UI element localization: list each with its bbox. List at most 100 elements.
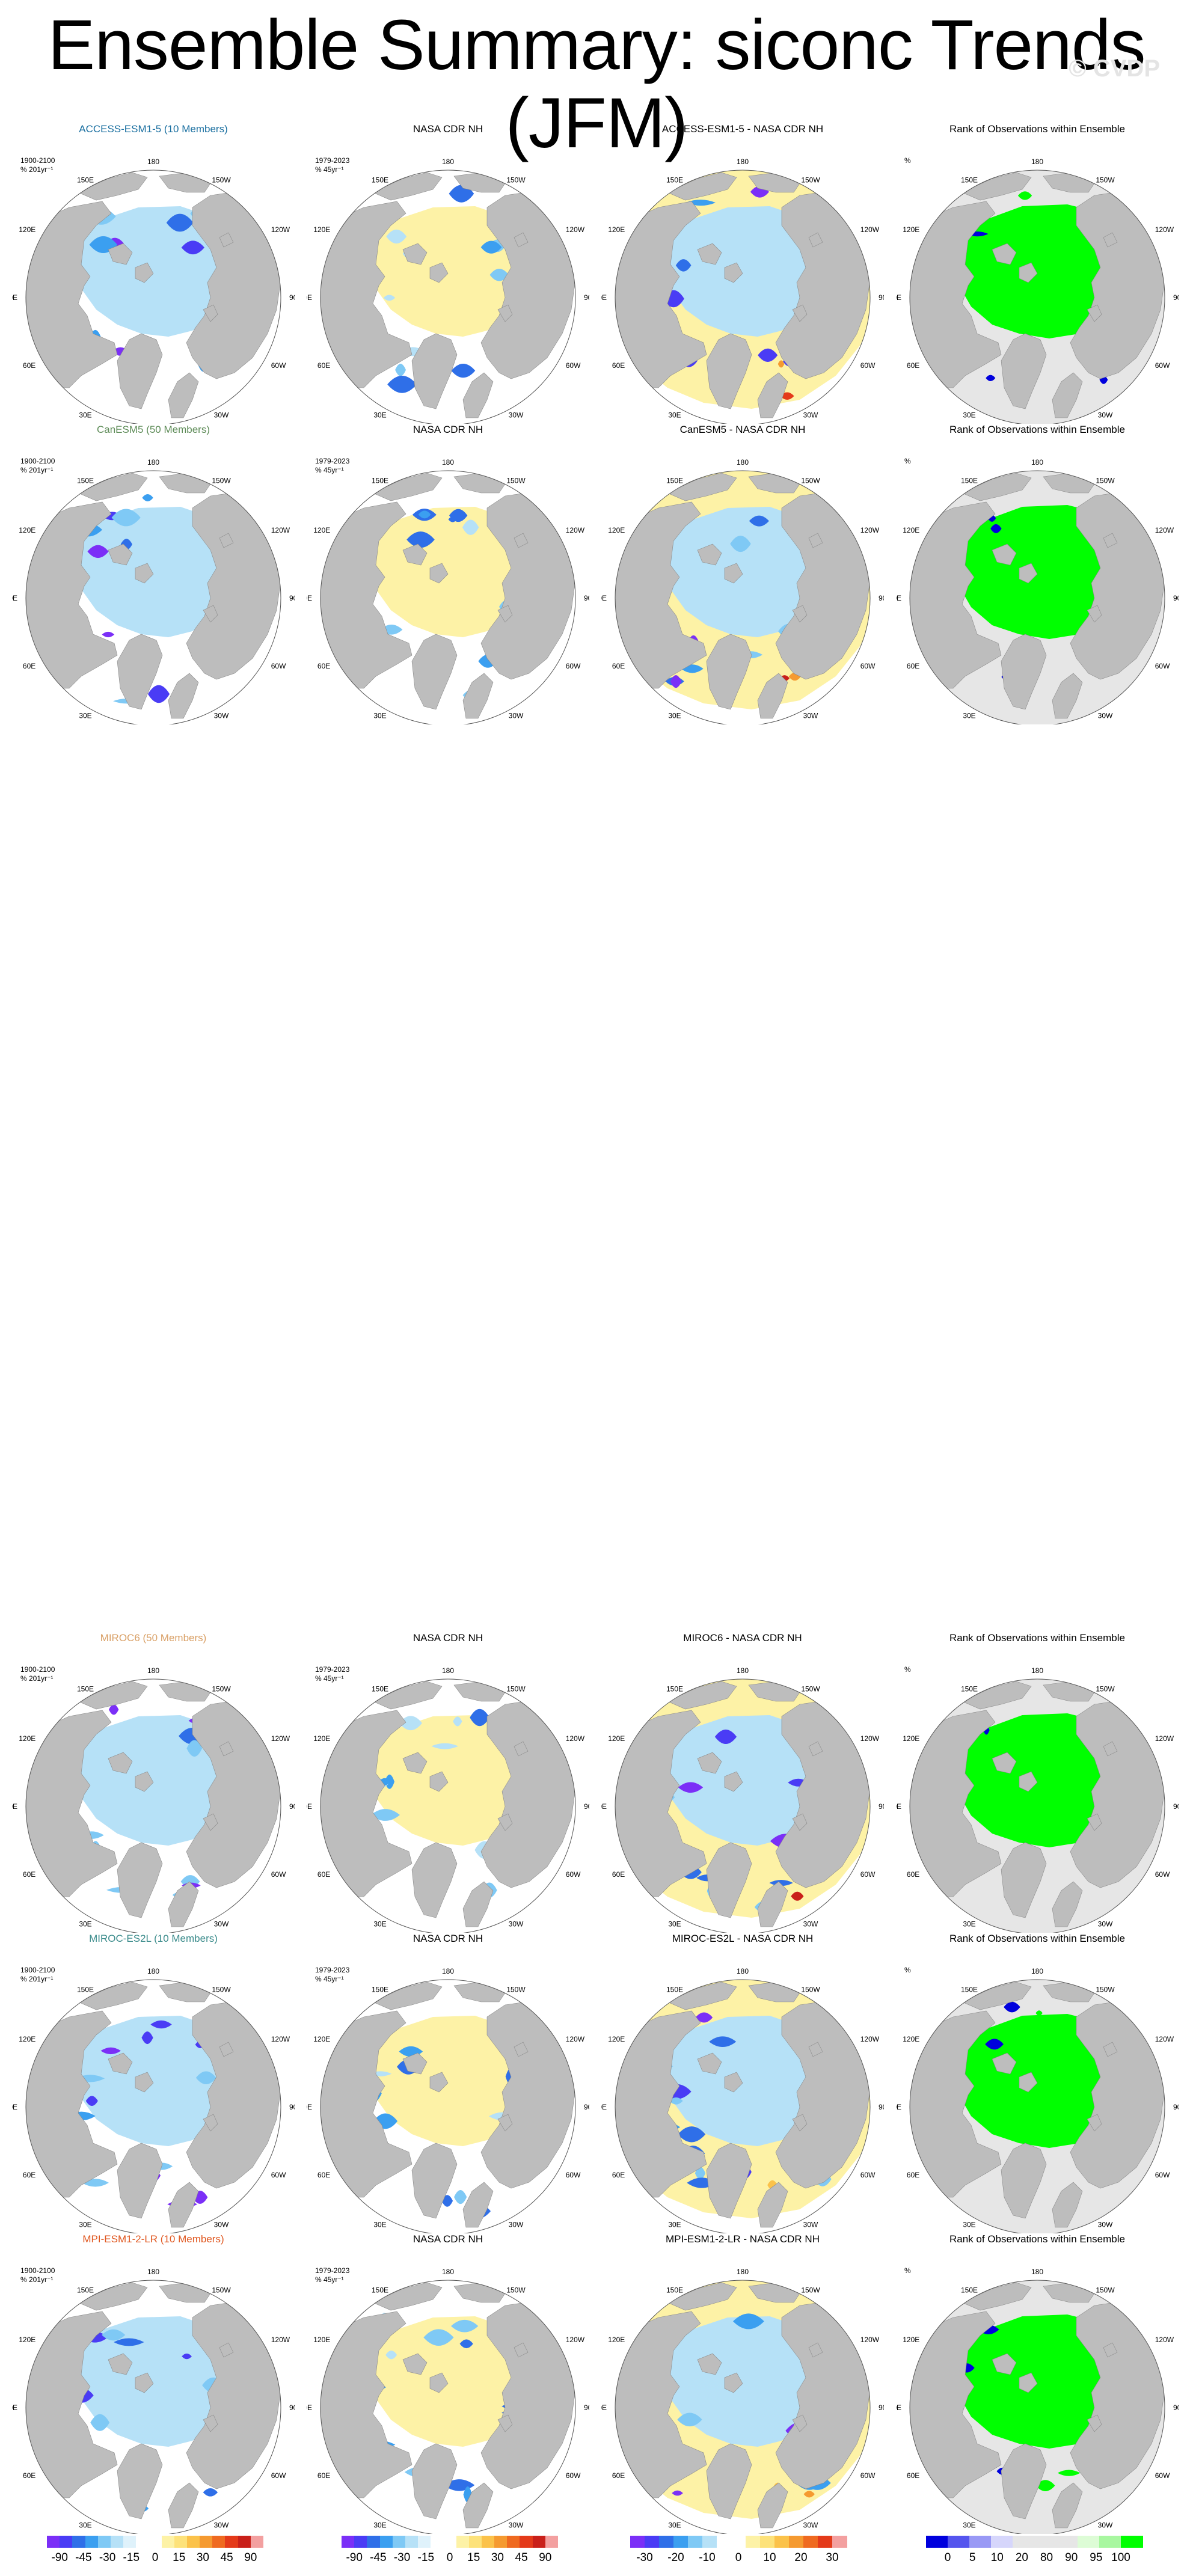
land-mass xyxy=(697,2353,722,2375)
longitude-label: 150W xyxy=(506,176,526,184)
longitude-label: 120W xyxy=(1155,2035,1174,2043)
panel-title: NASA CDR NH xyxy=(412,424,483,435)
land-mass xyxy=(411,2443,458,2519)
longitude-label: 60E xyxy=(317,1870,330,1879)
rank-polar-map: 1800150W150E120W120E90W90E60W60E30W30E xyxy=(896,2268,1179,2534)
trend-field-cell xyxy=(406,531,435,548)
colorbar-swatch xyxy=(149,2536,162,2548)
longitude-label: 30E xyxy=(373,1920,386,1929)
longitude-label: 120W xyxy=(1155,1734,1174,1743)
longitude-label: 180 xyxy=(1031,458,1043,467)
land-mass xyxy=(497,605,513,623)
longitude-label: 150W xyxy=(801,1684,820,1693)
longitude-label: 90W xyxy=(289,2403,295,2412)
longitude-label: 90E xyxy=(601,2403,607,2412)
land-mass xyxy=(203,304,218,322)
longitude-label: 30W xyxy=(803,712,818,720)
trend-field-cell xyxy=(147,685,170,703)
colorbar-swatch xyxy=(717,2536,732,2548)
longitude-label: 150W xyxy=(801,2286,820,2294)
land-mass xyxy=(203,605,218,623)
longitude-label: 120E xyxy=(903,225,919,234)
trend-field-cell xyxy=(181,240,204,255)
panel-annotation: % xyxy=(904,2266,911,2275)
colorbar-tick-label: 80 xyxy=(1040,2551,1053,2564)
trend-field-cell xyxy=(661,1715,824,1846)
trend-field-cell xyxy=(678,1782,704,1793)
longitude-label: 60W xyxy=(271,361,286,370)
colorbar-swatch xyxy=(545,2536,559,2548)
obs-polar-map: 1800150W150E120W120E90W90E60W60E30W30E xyxy=(307,1967,589,2233)
longitude-label: 60W xyxy=(566,361,581,370)
land-mass xyxy=(724,563,743,584)
colorbar-tick-label: -30 xyxy=(393,2551,411,2564)
colorbar-tick-label: 0 xyxy=(735,2551,742,2564)
trend-field-cell xyxy=(749,515,769,527)
colorbar-tick-label: -30 xyxy=(636,2551,653,2564)
land-mass xyxy=(792,605,808,623)
annotation-line: % 201yr⁻¹ xyxy=(20,1975,54,1983)
longitude-label: 90W xyxy=(1173,2403,1179,2412)
colorbar-swatch xyxy=(948,2536,970,2548)
annotation-line: 1900-2100 xyxy=(20,1966,55,1974)
trend-field-cell xyxy=(695,2012,713,2023)
longitude-label: 30W xyxy=(509,2521,524,2530)
longitude-label: 30E xyxy=(963,712,975,720)
colorbar-swatch xyxy=(731,2536,746,2548)
colorbar-swatch xyxy=(431,2536,444,2548)
longitude-label: 60E xyxy=(612,361,625,370)
longitude-label: 60W xyxy=(1155,1870,1170,1879)
longitude-label: 120E xyxy=(608,1734,625,1743)
colorbar-tick-label: 5 xyxy=(969,2551,976,2564)
longitude-label: 150E xyxy=(77,476,94,485)
land-mass xyxy=(1001,2143,1047,2219)
longitude-label: 90E xyxy=(307,2403,312,2412)
longitude-label: 180 xyxy=(442,1666,454,1675)
land-mass xyxy=(667,1681,737,1710)
longitude-label: 60E xyxy=(907,2171,919,2179)
land-mass xyxy=(402,2353,428,2375)
land-mass xyxy=(808,232,823,248)
longitude-label: 120W xyxy=(1155,225,1174,234)
trend-field-cell xyxy=(387,376,417,393)
model-polar-map: 1800150W150E120W120E90W90E60W60E30W30E xyxy=(12,158,295,424)
obs-panel: NASA CDR NH1800150W150E120W120E90W90E60W… xyxy=(307,2233,589,2534)
trend-field-cell xyxy=(677,2412,702,2427)
land-mass xyxy=(1001,634,1047,710)
land-mass xyxy=(961,1681,1032,1710)
longitude-label: 180 xyxy=(1031,158,1043,166)
colorbar-swatch xyxy=(250,2536,264,2548)
land-mass xyxy=(706,2443,752,2519)
longitude-label: 60W xyxy=(860,662,876,670)
colorbar-tick-label: 30 xyxy=(826,2551,839,2564)
land-mass xyxy=(667,473,737,501)
land-mass xyxy=(697,243,722,265)
map-boundary xyxy=(909,470,1165,724)
longitude-label: 150W xyxy=(1096,2286,1115,2294)
trend-field-cell xyxy=(141,2031,153,2045)
colorbar-tick-label: 45 xyxy=(515,2551,528,2564)
colorbar-swatch xyxy=(832,2536,847,2548)
trend-field-cell xyxy=(453,1716,462,1727)
longitude-label: 180 xyxy=(147,1967,159,1975)
longitude-label: 30E xyxy=(668,1920,681,1929)
rank-panel: Rank of Observations within Ensemble1800… xyxy=(896,123,1179,424)
model-panel: ACCESS-ESM1-5 (10 Members)1800150W150E12… xyxy=(12,123,295,424)
longitude-label: 30W xyxy=(803,2221,818,2229)
land-mass xyxy=(808,533,823,548)
longitude-label: 180 xyxy=(1031,1967,1043,1975)
colorbar-tick-label: -15 xyxy=(417,2551,435,2564)
trend-field-cell xyxy=(980,1750,993,1755)
panel-title: MIROC6 (50 Members) xyxy=(100,1632,207,1644)
trend-field-cell xyxy=(448,516,458,522)
trend-field-cell xyxy=(480,240,502,254)
longitude-label: 90W xyxy=(289,2103,295,2111)
colorbar-tick-label: -15 xyxy=(123,2551,140,2564)
trend-field-cell xyxy=(203,2488,218,2497)
colorbar-tick-label: 20 xyxy=(794,2551,808,2564)
longitude-label: 60E xyxy=(23,2171,35,2179)
colorbar-swatch xyxy=(760,2536,775,2548)
longitude-label: 90E xyxy=(601,2103,607,2111)
annotation-line: 1979-2023 xyxy=(315,1665,350,1674)
land-mass xyxy=(402,243,428,265)
